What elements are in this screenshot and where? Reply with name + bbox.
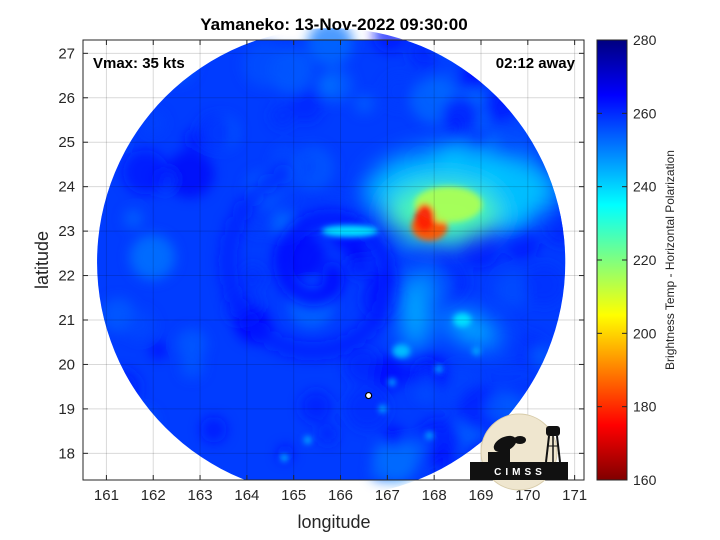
x-tick-label: 167 — [375, 487, 400, 504]
x-tick-label: 171 — [562, 487, 587, 504]
y-tick-label: 26 — [58, 90, 75, 107]
colorbar-tick-label: 160 — [633, 472, 657, 488]
colorbar-label: Brightness Temp - Horizontal Polarizatio… — [663, 150, 677, 370]
cimss-logo: CIMSS — [470, 413, 568, 491]
y-tick-label: 24 — [58, 179, 75, 196]
colorbar-tick-label: 220 — [633, 252, 657, 268]
plot-frame — [82, 39, 585, 481]
logo-text: CIMSS — [494, 467, 546, 478]
y-axis-label: latitude — [32, 231, 52, 289]
y-tick-label: 22 — [58, 268, 75, 285]
colorbar-tick-label: 200 — [633, 325, 657, 341]
colorbar-tick-label: 180 — [633, 399, 657, 415]
colorbar-ticks: 160 180 200 220 240 260 280 — [597, 32, 657, 488]
x-tick-label: 168 — [422, 487, 447, 504]
colorbar-tick-label: 240 — [633, 179, 657, 195]
axis-ticks: 161 162 163 164 165 166 167 168 169 170 171 18 19 20 2… — [58, 40, 587, 504]
y-tick-label: 27 — [58, 45, 75, 62]
x-axis-label: longitude — [297, 512, 370, 532]
y-tick-label: 23 — [58, 223, 75, 240]
chart-title: Yamaneko: 13-Nov-2022 09:30:00 — [200, 15, 467, 34]
colorbar-tick-label: 280 — [633, 32, 657, 48]
x-tick-label: 169 — [468, 487, 493, 504]
x-tick-label: 170 — [515, 487, 540, 504]
x-tick-label: 164 — [234, 487, 259, 504]
colorbar-tick-label: 260 — [633, 105, 657, 121]
time-away-annotation: 02:12 away — [496, 55, 576, 72]
swath-feature — [453, 313, 472, 327]
x-tick-label: 163 — [188, 487, 213, 504]
storm-center-dot — [365, 391, 373, 400]
x-tick-label: 166 — [328, 487, 353, 504]
colorbar: 160 180 200 220 240 260 280 Brightness Temp - … — [596, 32, 677, 488]
x-tick-label: 162 — [141, 487, 166, 504]
vmax-annotation: Vmax: 35 kts — [93, 55, 185, 72]
grid — [83, 40, 584, 480]
y-tick-label: 20 — [58, 356, 75, 373]
x-tick-label: 161 — [94, 487, 119, 504]
y-tick-label: 19 — [58, 401, 75, 418]
swath-feature — [392, 344, 411, 359]
y-tick-label: 21 — [58, 312, 75, 329]
y-tick-label: 25 — [58, 134, 75, 151]
brightness-temp-swath — [97, 28, 566, 497]
logo-band — [470, 462, 568, 480]
storm-center-marker — [365, 391, 373, 400]
y-tick-label: 18 — [58, 445, 75, 462]
x-tick-label: 165 — [281, 487, 306, 504]
